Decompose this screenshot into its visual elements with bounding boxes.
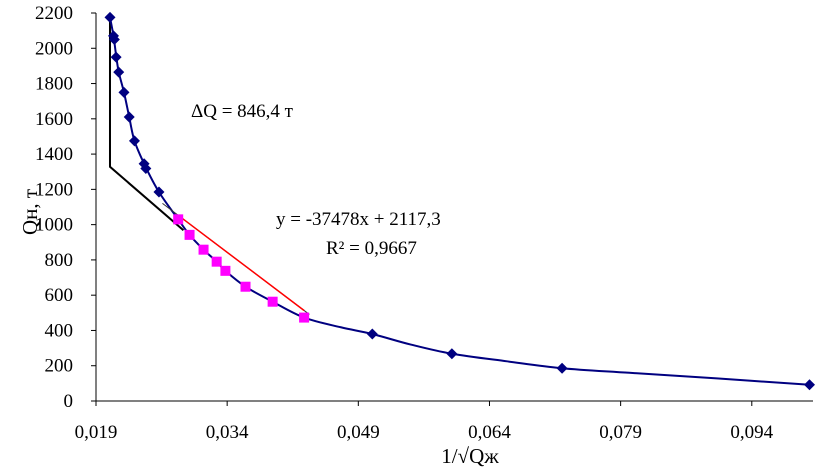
delta-q-annotation: ΔQ = 846,4 т <box>191 101 294 122</box>
x-tick-label: 0,019 <box>75 422 118 443</box>
diamond-marker <box>153 186 165 198</box>
y-tick-label: 200 <box>45 356 74 377</box>
diamond-marker <box>110 51 122 63</box>
diamond-marker <box>128 135 140 147</box>
trendline-equation: y = -37478x + 2117,3 <box>276 209 441 230</box>
square-marker <box>184 229 195 240</box>
square-marker <box>220 265 231 276</box>
y-tick-label: 2000 <box>35 38 73 59</box>
diamond-marker <box>556 362 568 374</box>
diamond-marker <box>104 11 116 23</box>
x-tick-label: 0,034 <box>206 422 249 443</box>
square-marker <box>198 244 209 255</box>
diamond-marker <box>123 111 135 123</box>
x-tick-label: 0,094 <box>730 422 773 443</box>
y-tick-label: 1800 <box>35 74 73 95</box>
diamond-marker <box>804 379 816 391</box>
data-markers <box>104 11 816 391</box>
y-axis-ticks: 0 200 400 600 800 1000 1200 1400 1600 1800 2000 220… <box>35 3 96 412</box>
axes <box>95 13 813 402</box>
y-tick-label: 1600 <box>35 109 73 130</box>
square-marker <box>211 256 222 267</box>
diamond-marker <box>366 328 378 340</box>
x-tick-label: 0,064 <box>468 422 511 443</box>
linear-trendline <box>162 203 310 315</box>
diamond-marker <box>108 33 120 45</box>
y-tick-label: 400 <box>45 320 74 341</box>
x-tick-label: 0,049 <box>337 422 380 443</box>
y-tick-label: 600 <box>45 285 74 306</box>
square-marker <box>240 281 251 292</box>
trendline-fit-segment <box>177 214 305 312</box>
y-tick-label: 800 <box>45 250 74 271</box>
square-marker <box>267 296 278 307</box>
square-marker <box>173 214 184 225</box>
diamond-marker <box>113 66 125 78</box>
y-tick-label: 2200 <box>35 3 73 24</box>
x-tick-label: 0,079 <box>599 422 642 443</box>
delta-q-bracket <box>108 17 185 232</box>
curve-path <box>109 17 810 386</box>
y-tick-label: 0 <box>64 391 74 412</box>
y-tick-label: 1200 <box>35 179 73 200</box>
square-marker <box>299 312 310 323</box>
fitted-curve <box>109 17 810 386</box>
y-tick-label: 1000 <box>35 215 73 236</box>
y-tick-label: 1400 <box>35 144 73 165</box>
y-axis-title: Qн, т <box>18 189 42 235</box>
diamond-marker <box>140 163 152 175</box>
trendline-r-squared: R² = 0,9667 <box>326 238 417 259</box>
diamond-marker <box>446 348 458 360</box>
delta-q-construction-line <box>108 17 185 232</box>
x-axis-ticks: 0,019 0,034 0,049 0,064 0,079 0,094 <box>75 401 774 443</box>
x-axis-title: 1/√Qж <box>441 444 499 468</box>
diamond-marker <box>118 86 130 98</box>
